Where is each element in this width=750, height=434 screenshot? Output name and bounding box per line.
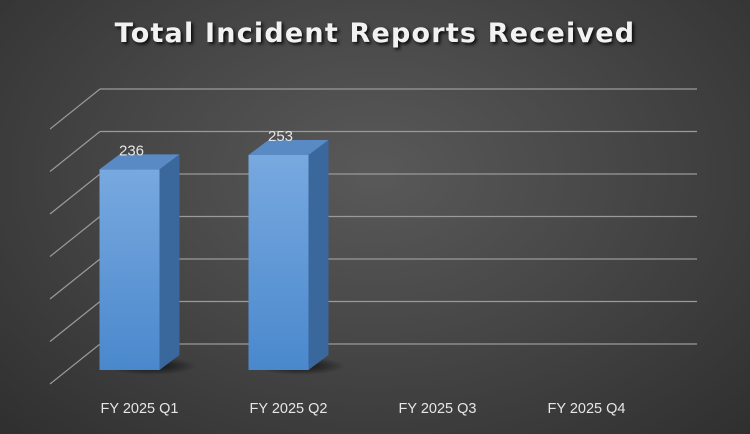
chart-title: Total Incident Reports Received bbox=[114, 18, 636, 49]
x-tick-label: FY 2025 Q2 bbox=[250, 401, 328, 417]
gridline-side bbox=[49, 131, 101, 172]
bar-top bbox=[99, 154, 180, 170]
data-label: 236 bbox=[119, 142, 144, 159]
bar-side bbox=[308, 139, 329, 370]
gridlines bbox=[49, 88, 697, 385]
bar-top bbox=[248, 139, 329, 155]
labels: FY 2025 Q1 236 FY 2025 Q2 253 FY 2025 Q3 FY 2… bbox=[101, 128, 626, 417]
gridline-side bbox=[49, 343, 101, 385]
gridline-side bbox=[49, 88, 101, 130]
data-label: 253 bbox=[268, 128, 293, 145]
gridline-side bbox=[49, 216, 101, 257]
x-tick-label: FY 2025 Q3 bbox=[399, 401, 477, 417]
bar-front bbox=[248, 154, 309, 370]
x-tick-label: FY 2025 Q4 bbox=[548, 401, 626, 417]
x-tick-label: FY 2025 Q1 bbox=[101, 401, 179, 417]
gridline-side bbox=[49, 173, 101, 215]
gridline-side bbox=[49, 301, 101, 342]
gridline-side bbox=[49, 258, 101, 300]
bar bbox=[248, 139, 329, 370]
bar-side bbox=[159, 154, 180, 370]
bar bbox=[99, 154, 180, 370]
bar-front bbox=[99, 169, 160, 370]
bars bbox=[99, 139, 346, 375]
